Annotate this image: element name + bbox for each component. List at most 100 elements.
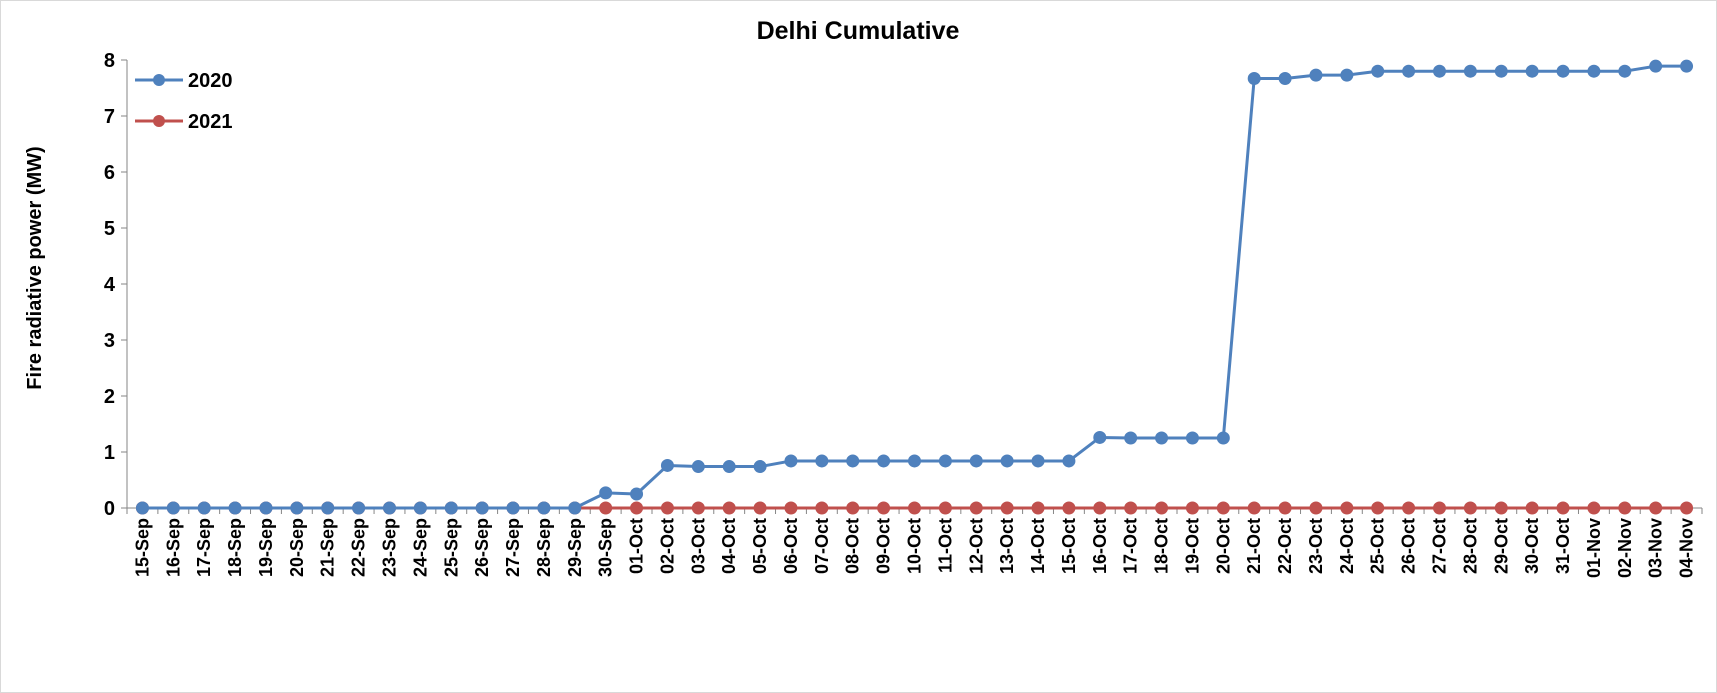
x-tick-label: 09-Oct bbox=[874, 518, 894, 574]
data-point-2020 bbox=[321, 501, 335, 515]
data-point-2020 bbox=[135, 501, 149, 515]
x-tick-label: 15-Sep bbox=[132, 518, 152, 577]
data-point-2021 bbox=[1402, 501, 1416, 515]
x-tick-label: 07-Oct bbox=[812, 518, 832, 574]
data-point-2021 bbox=[938, 501, 952, 515]
data-point-2020 bbox=[1124, 431, 1138, 445]
data-point-2021 bbox=[753, 501, 767, 515]
data-point-2020 bbox=[1618, 64, 1632, 78]
data-point-2021 bbox=[1185, 501, 1199, 515]
data-point-2020 bbox=[1463, 64, 1477, 78]
y-axis-ticks: 0 1 2 3 4 5 6 7 8 bbox=[104, 50, 127, 520]
data-point-2020 bbox=[444, 501, 458, 515]
data-point-2021 bbox=[846, 501, 860, 515]
data-point-2021 bbox=[1618, 501, 1632, 515]
legend: 2020 2021 bbox=[135, 70, 233, 133]
data-point-2021 bbox=[660, 501, 674, 515]
data-point-2021 bbox=[1124, 501, 1138, 515]
data-point-2021 bbox=[1649, 501, 1663, 515]
data-point-2020 bbox=[722, 460, 736, 474]
x-tick-label: 15-Oct bbox=[1059, 518, 1079, 574]
x-tick-label: 18-Oct bbox=[1152, 518, 1172, 574]
data-point-2020 bbox=[1216, 431, 1230, 445]
x-tick-label: 21-Sep bbox=[318, 518, 338, 577]
data-point-2020 bbox=[475, 501, 489, 515]
data-point-2020 bbox=[506, 501, 520, 515]
series-layer bbox=[135, 59, 1694, 515]
x-tick-label: 23-Sep bbox=[380, 518, 400, 577]
x-tick-label: 17-Oct bbox=[1121, 518, 1141, 574]
data-point-2021 bbox=[1463, 501, 1477, 515]
x-tick-label: 29-Sep bbox=[565, 518, 585, 577]
x-tick-label: 10-Oct bbox=[905, 518, 925, 574]
data-point-2020 bbox=[846, 454, 860, 468]
x-tick-label: 27-Sep bbox=[503, 518, 523, 577]
data-point-2021 bbox=[1433, 501, 1446, 515]
x-tick-label: 13-Oct bbox=[997, 518, 1017, 574]
data-point-2020 bbox=[413, 501, 427, 515]
data-point-2020 bbox=[290, 501, 304, 515]
legend-swatch-marker bbox=[153, 74, 165, 86]
x-tick-label: 03-Oct bbox=[688, 518, 708, 574]
x-tick-label: 21-Oct bbox=[1244, 518, 1264, 574]
data-point-2020 bbox=[1155, 431, 1169, 445]
data-point-2020 bbox=[1494, 64, 1508, 78]
data-point-2020 bbox=[784, 454, 798, 468]
data-point-2020 bbox=[1587, 64, 1601, 78]
x-tick-label: 30-Oct bbox=[1522, 518, 1542, 574]
data-point-2021 bbox=[877, 501, 891, 515]
data-point-2021 bbox=[1062, 501, 1076, 515]
data-point-2021 bbox=[691, 501, 705, 515]
x-tick-label: 16-Sep bbox=[163, 518, 183, 577]
legend-label: 2020 bbox=[188, 70, 233, 92]
chart-title: Delhi Cumulative bbox=[757, 17, 960, 45]
x-tick-label: 20-Oct bbox=[1213, 518, 1233, 574]
data-point-2020 bbox=[877, 454, 891, 468]
data-point-2020 bbox=[1062, 454, 1076, 468]
data-point-2020 bbox=[1525, 64, 1539, 78]
data-point-2021 bbox=[1556, 501, 1570, 515]
x-tick-label: 28-Sep bbox=[534, 518, 554, 577]
data-point-2020 bbox=[1649, 59, 1663, 73]
data-point-2020 bbox=[1185, 431, 1199, 445]
data-point-2020 bbox=[1433, 64, 1446, 78]
data-point-2021 bbox=[1031, 501, 1045, 515]
data-point-2020 bbox=[228, 501, 242, 515]
data-point-2021 bbox=[1587, 501, 1601, 515]
x-tick-label: 04-Nov bbox=[1677, 518, 1697, 578]
data-point-2020 bbox=[1278, 71, 1292, 85]
x-axis-ticks: 15-Sep 16-Sep 17-Sep 18-Sep 19-Sep 20-Sep 21-S… bbox=[126, 508, 1703, 578]
data-point-2021 bbox=[908, 501, 921, 515]
x-tick-label: 19-Sep bbox=[256, 518, 276, 577]
x-tick-label: 02-Oct bbox=[657, 518, 677, 574]
y-tick-label: 5 bbox=[104, 218, 115, 240]
data-point-2020 bbox=[1680, 59, 1694, 73]
x-tick-label: 31-Oct bbox=[1553, 518, 1573, 574]
x-tick-label: 29-Oct bbox=[1491, 518, 1511, 574]
data-point-2020 bbox=[1247, 71, 1261, 85]
data-point-2020 bbox=[1371, 64, 1385, 78]
data-point-2020 bbox=[1000, 454, 1014, 468]
data-point-2020 bbox=[1556, 64, 1570, 78]
x-tick-label: 17-Sep bbox=[194, 518, 214, 577]
data-point-2021 bbox=[1155, 501, 1169, 515]
y-tick-label: 6 bbox=[104, 162, 115, 184]
x-tick-label: 19-Oct bbox=[1182, 518, 1202, 574]
data-point-2020 bbox=[568, 501, 582, 515]
y-tick-label: 8 bbox=[104, 50, 115, 72]
data-point-2020 bbox=[352, 501, 366, 515]
x-tick-label: 26-Oct bbox=[1399, 518, 1419, 574]
data-point-2020 bbox=[908, 454, 921, 468]
x-tick-label: 16-Oct bbox=[1090, 518, 1110, 574]
data-point-2020 bbox=[938, 454, 952, 468]
x-tick-label: 25-Oct bbox=[1368, 518, 1388, 574]
data-point-2021 bbox=[1247, 501, 1261, 515]
data-point-2021 bbox=[1494, 501, 1508, 515]
data-point-2020 bbox=[1031, 454, 1045, 468]
x-tick-label: 12-Oct bbox=[966, 518, 986, 574]
y-tick-label: 0 bbox=[104, 498, 115, 520]
data-point-2020 bbox=[691, 460, 705, 474]
